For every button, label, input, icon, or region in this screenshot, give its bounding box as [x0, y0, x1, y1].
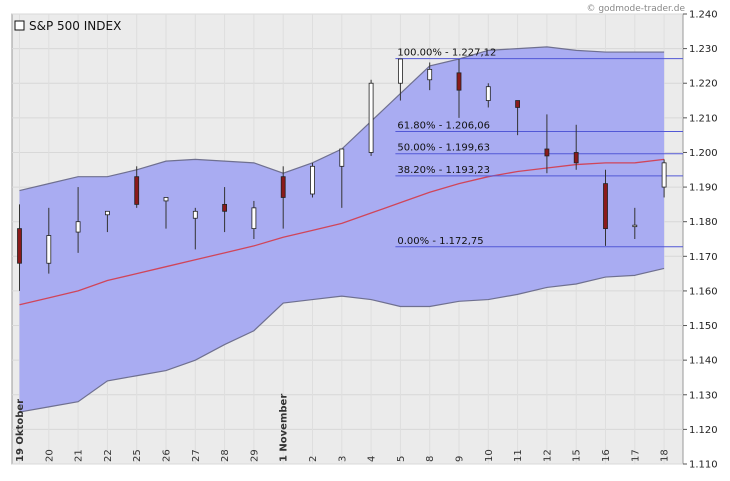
y-tick-label: 1.140 — [689, 356, 718, 367]
y-tick-label: 1.200 — [689, 148, 718, 159]
moving-average-line — [19, 158, 665, 306]
candle-body — [603, 183, 608, 230]
x-tick-label: 16 — [601, 449, 612, 462]
candle-body — [222, 203, 228, 212]
candle-body — [368, 82, 374, 153]
candle-body — [163, 197, 169, 202]
y-tick-label: 1.120 — [689, 425, 718, 436]
y-axis: 1.110 1.120 1.130 1.140 1.150 1.160 1.170 1.180… — [683, 10, 718, 471]
y-tick-label: 1.110 — [689, 460, 718, 471]
x-tick-label: 29 — [249, 449, 260, 462]
candle-body — [544, 148, 550, 157]
y-tick-label: 1.160 — [689, 286, 718, 297]
x-tick-label: 22 — [103, 449, 114, 462]
fibonacci-label: 38.20% - 1.193,23 — [397, 165, 490, 176]
candle-body — [661, 162, 667, 188]
candlesticks — [17, 58, 667, 291]
fibonacci-levels: 100.00% - 1.227,12 61.80% - 1.206,06 50.00… — [395, 48, 683, 248]
x-tick-label: 11 — [513, 449, 524, 462]
x-tick-label: 18 — [660, 449, 671, 462]
x-tick-label: 1 November — [279, 394, 290, 462]
x-tick-label: 28 — [220, 449, 231, 462]
candle-body — [17, 228, 22, 264]
x-tick-label: 3 — [337, 456, 348, 462]
candle-body — [105, 210, 110, 216]
legend-swatch — [14, 20, 25, 31]
candle-body — [192, 210, 198, 219]
y-tick-label: 1.150 — [689, 321, 718, 332]
bollinger-band-fill — [19, 46, 665, 413]
y-tick-label: 1.170 — [689, 252, 718, 263]
x-tick-label: 20 — [44, 449, 55, 462]
x-tick-label: 9 — [455, 456, 466, 462]
x-tick-label: 25 — [132, 449, 143, 462]
bollinger-lower-line — [19, 267, 665, 413]
candle-body — [134, 176, 140, 205]
x-tick-label: 10 — [484, 449, 495, 462]
x-tick-label: 12 — [542, 449, 553, 462]
candle-body — [456, 72, 462, 91]
candle-body — [75, 221, 81, 233]
candle-body — [573, 152, 579, 164]
candle-body — [339, 148, 345, 167]
x-tick-label: 8 — [425, 456, 436, 462]
y-tick-label: 1.130 — [689, 390, 718, 401]
x-tick-label: 2 — [308, 456, 319, 462]
x-tick-label: 15 — [572, 449, 583, 462]
y-tick-label: 1.240 — [689, 10, 718, 21]
moving-average — [19, 158, 665, 306]
x-tick-label: 17 — [630, 449, 641, 462]
x-tick-label: 27 — [191, 449, 202, 462]
y-tick-label: 1.210 — [689, 113, 718, 124]
y-tick-label: 1.220 — [689, 79, 718, 90]
y-tick-label: 1.180 — [689, 217, 718, 228]
x-axis: 19 Oktober 20 21 22 25 26 27 28 29 1 November 2 3 4 5… — [15, 394, 671, 462]
chart-title: S&P 500 INDEX — [29, 19, 121, 33]
fibonacci-label: 61.80% - 1.206,06 — [397, 120, 490, 131]
candle-body — [485, 86, 491, 101]
x-tick-label: 21 — [74, 449, 85, 462]
candle-body — [632, 224, 638, 228]
x-tick-label: 5 — [396, 456, 407, 462]
candle-body — [397, 58, 403, 84]
y-tick-label: 1.230 — [689, 44, 718, 55]
candle-body — [427, 68, 433, 81]
x-tick-label: 26 — [162, 449, 173, 462]
candle-body — [46, 235, 52, 264]
x-tick-label: 4 — [367, 456, 378, 462]
candle-body — [515, 100, 520, 108]
fibonacci-label: 100.00% - 1.227,12 — [397, 48, 496, 59]
x-tick-label: 19 Oktober — [15, 399, 26, 462]
y-tick-label: 1.190 — [689, 183, 718, 194]
candle-body — [251, 207, 257, 230]
fibonacci-label: 50.00% - 1.199,63 — [397, 143, 490, 154]
candle-body — [280, 176, 286, 198]
fibonacci-label: 0.00% - 1.172,75 — [397, 236, 483, 247]
legend: S&P 500 INDEX — [14, 19, 121, 33]
candle-body — [310, 165, 315, 195]
credit-text: © godmode-trader.de — [586, 4, 685, 14]
